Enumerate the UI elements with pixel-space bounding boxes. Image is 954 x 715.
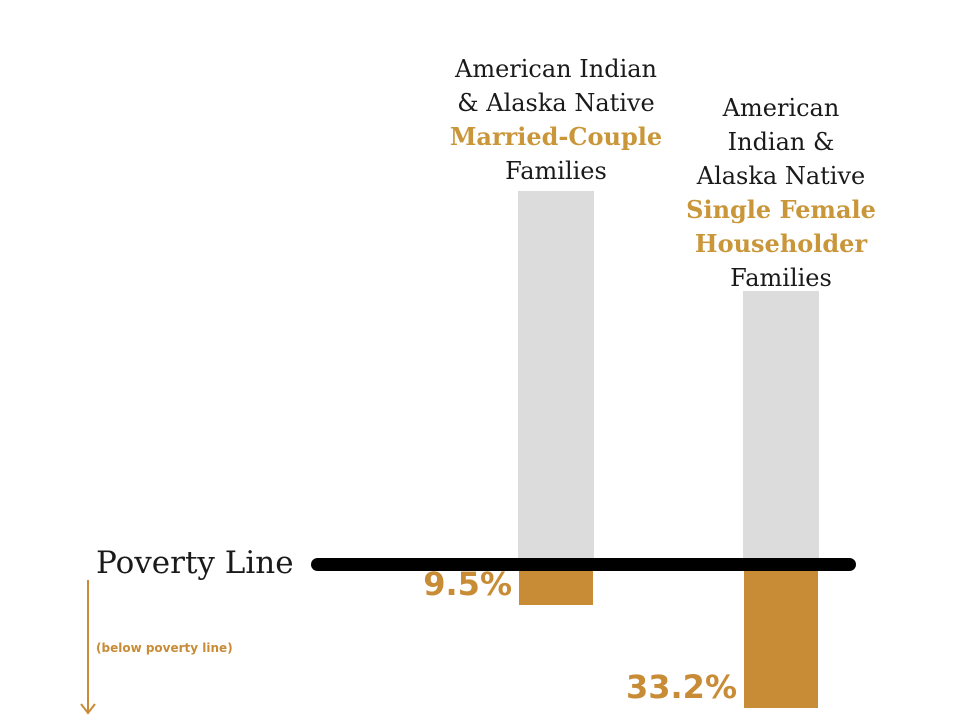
category-label-line: Married-Couple — [449, 122, 663, 151]
down-arrow-icon — [80, 580, 96, 715]
category-label-line: Alaska Native — [696, 162, 866, 190]
below-poverty-line-note: (below poverty line) — [96, 641, 233, 655]
category-label-line: American — [722, 94, 840, 122]
category-label-line: & Alaska Native — [457, 89, 655, 117]
category-label-line: Families — [730, 264, 832, 292]
poverty-line-label: Poverty Line — [96, 545, 294, 581]
category-label-line: Families — [505, 157, 607, 185]
category-label-single-female-householder: American Indian & Alaska Native Single Fema… — [651, 91, 911, 295]
poverty-line — [311, 558, 856, 571]
value-label-single-female: 33.2% — [625, 668, 737, 707]
category-label-line: Indian & — [727, 128, 835, 156]
category-label-line: Single Female — [686, 195, 876, 224]
category-label-line: Householder — [694, 229, 868, 258]
bar-above-line-married-couple — [518, 191, 594, 564]
category-label-line: American Indian — [454, 55, 658, 83]
bar-below-line-single-female — [744, 564, 818, 709]
category-label-married-couple: American Indian & Alaska Native Married-Co… — [426, 52, 686, 188]
bar-above-line-single-female — [743, 291, 819, 564]
value-label-married-couple: 9.5% — [423, 565, 512, 604]
